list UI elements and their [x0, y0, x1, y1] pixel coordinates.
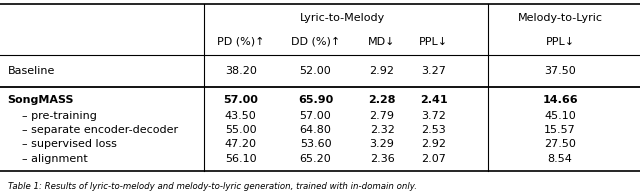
Text: Lyric-to-Melody: Lyric-to-Melody — [300, 13, 385, 23]
Text: 2.32: 2.32 — [370, 125, 394, 135]
Text: 57.00: 57.00 — [223, 95, 258, 105]
Text: – pre-training: – pre-training — [22, 111, 97, 121]
Text: 37.50: 37.50 — [544, 66, 576, 76]
Text: 2.92: 2.92 — [369, 66, 395, 76]
Text: – supervised loss: – supervised loss — [22, 139, 117, 149]
Text: 65.20: 65.20 — [300, 154, 332, 164]
Text: 27.50: 27.50 — [544, 139, 576, 149]
Text: 43.50: 43.50 — [225, 111, 257, 121]
Text: 2.36: 2.36 — [370, 154, 394, 164]
Text: 45.10: 45.10 — [544, 111, 576, 121]
Text: 57.00: 57.00 — [300, 111, 332, 121]
Text: 2.79: 2.79 — [369, 111, 395, 121]
Text: MD↓: MD↓ — [369, 37, 396, 47]
Text: PPL↓: PPL↓ — [419, 37, 449, 47]
Text: 2.28: 2.28 — [369, 95, 396, 105]
Text: 8.54: 8.54 — [548, 154, 572, 164]
Text: SongMASS: SongMASS — [8, 95, 74, 105]
Text: 38.20: 38.20 — [225, 66, 257, 76]
Text: Melody-to-Lyric: Melody-to-Lyric — [518, 13, 602, 23]
Text: 3.27: 3.27 — [422, 66, 446, 76]
Text: 65.90: 65.90 — [298, 95, 333, 105]
Text: 53.60: 53.60 — [300, 139, 332, 149]
Text: 52.00: 52.00 — [300, 66, 332, 76]
Text: 2.53: 2.53 — [422, 125, 446, 135]
Text: 64.80: 64.80 — [300, 125, 332, 135]
Text: 14.66: 14.66 — [542, 95, 578, 105]
Text: DD (%)↑: DD (%)↑ — [291, 37, 340, 47]
Text: 56.10: 56.10 — [225, 154, 257, 164]
Text: 47.20: 47.20 — [225, 139, 257, 149]
Text: PPL↓: PPL↓ — [545, 37, 575, 47]
Text: 55.00: 55.00 — [225, 125, 257, 135]
Text: 2.92: 2.92 — [421, 139, 447, 149]
Text: Table 1: Results of lyric-to-melody and melody-to-lyric generation, trained with: Table 1: Results of lyric-to-melody and … — [8, 182, 417, 191]
Text: 3.29: 3.29 — [370, 139, 394, 149]
Text: – alignment: – alignment — [22, 154, 88, 164]
Text: 2.41: 2.41 — [420, 95, 448, 105]
Text: 2.07: 2.07 — [422, 154, 446, 164]
Text: 15.57: 15.57 — [544, 125, 576, 135]
Text: PD (%)↑: PD (%)↑ — [217, 37, 264, 47]
Text: Baseline: Baseline — [8, 66, 55, 76]
Text: 3.72: 3.72 — [422, 111, 446, 121]
Text: – separate encoder-decoder: – separate encoder-decoder — [22, 125, 179, 135]
